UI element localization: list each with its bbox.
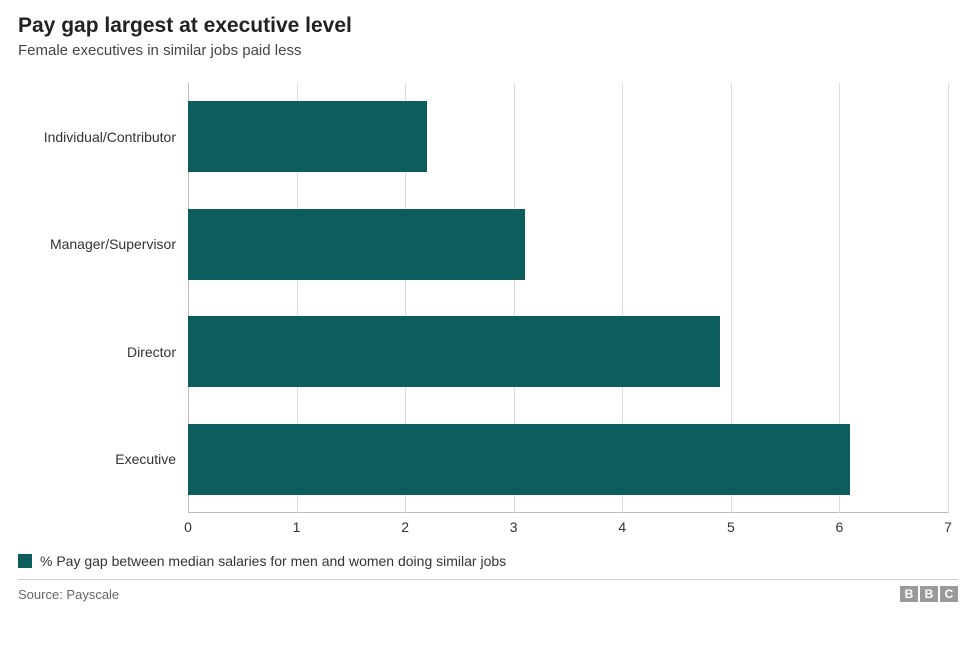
y-category-label: Manager/Supervisor: [16, 236, 176, 252]
bar: [188, 101, 427, 172]
chart-container: Pay gap largest at executive level Femal…: [0, 0, 976, 660]
y-category-label: Individual/Contributor: [16, 129, 176, 145]
legend: % Pay gap between median salaries for me…: [18, 553, 958, 569]
x-tick-label: 6: [836, 519, 844, 535]
x-tick-label: 7: [944, 519, 952, 535]
bar-row: Director: [188, 298, 948, 406]
source-text: Source: Payscale: [18, 587, 119, 602]
bbc-logo-letter: B: [920, 586, 938, 602]
bar-row: Executive: [188, 406, 948, 514]
x-tick-label: 1: [293, 519, 301, 535]
legend-label: % Pay gap between median salaries for me…: [40, 553, 506, 569]
bbc-logo-letter: C: [940, 586, 958, 602]
x-tick-label: 5: [727, 519, 735, 535]
legend-swatch: [18, 554, 32, 568]
x-tick-label: 3: [510, 519, 518, 535]
bar: [188, 424, 850, 495]
bar-row: Manager/Supervisor: [188, 191, 948, 299]
y-category-label: Executive: [16, 451, 176, 467]
plot-region: Individual/ContributorManager/Supervisor…: [188, 83, 948, 513]
gridline: [948, 83, 949, 513]
x-axis: 01234567: [188, 513, 948, 543]
bar: [188, 316, 720, 387]
y-category-label: Director: [16, 344, 176, 360]
bar-row: Individual/Contributor: [188, 83, 948, 191]
chart-area: Individual/ContributorManager/Supervisor…: [18, 83, 958, 543]
chart-title: Pay gap largest at executive level: [18, 14, 958, 38]
bar: [188, 209, 525, 280]
footer: Source: Payscale B B C: [18, 579, 958, 602]
bbc-logo: B B C: [900, 586, 958, 602]
bbc-logo-letter: B: [900, 586, 918, 602]
chart-subtitle: Female executives in similar jobs paid l…: [18, 42, 958, 59]
x-tick-label: 2: [401, 519, 409, 535]
x-tick-label: 4: [618, 519, 626, 535]
x-tick-label: 0: [184, 519, 192, 535]
